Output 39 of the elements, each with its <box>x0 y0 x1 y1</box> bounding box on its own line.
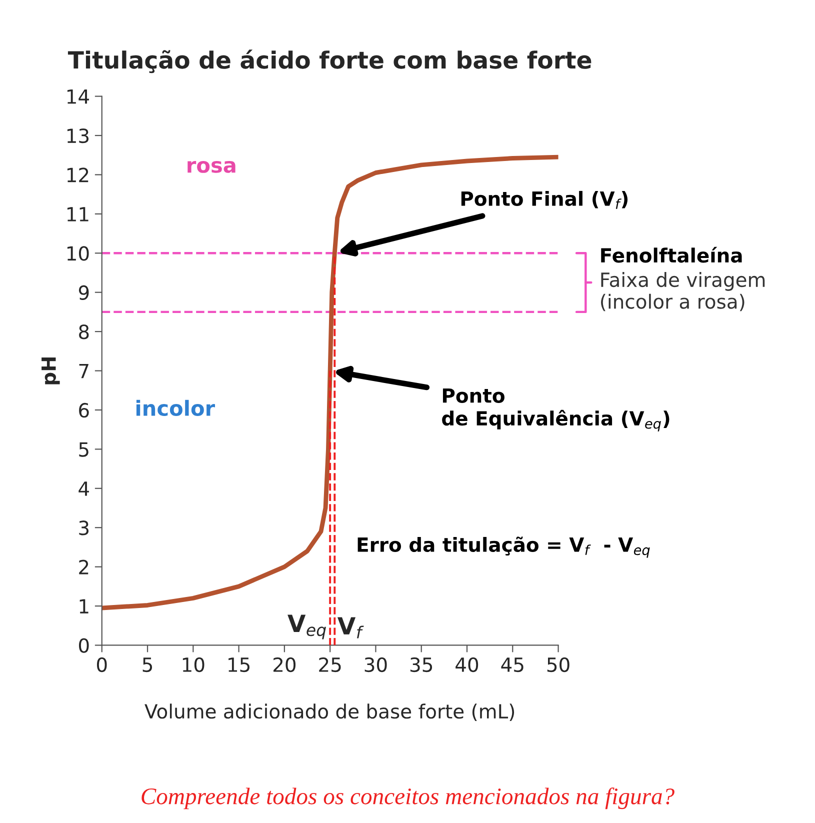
y-axis-title: pH <box>42 357 60 384</box>
y-tick-label: 6 <box>79 402 89 418</box>
x-tick-label: 25 <box>319 657 341 672</box>
x-tick-label: 35 <box>410 657 432 672</box>
x-tick-label: 30 <box>364 657 387 672</box>
y-tick-label: 14 <box>67 90 89 104</box>
y-tick-label: 3 <box>79 520 89 536</box>
y-tick-label: 10 <box>67 246 89 261</box>
annotation: incolor <box>136 400 216 416</box>
y-tick-label: 12 <box>67 168 88 182</box>
ref-line-label: V$_{eq}$ <box>288 614 326 640</box>
x-tick-label: 45 <box>501 658 524 672</box>
y-tick-label: 13 <box>67 128 89 144</box>
annotation: Ponto Final (V$_{f}$) <box>461 190 628 209</box>
x-tick-label: 0 <box>96 657 107 672</box>
y-tick-label: 5 <box>79 442 88 457</box>
x-tick-label: 20 <box>273 657 296 672</box>
x-tick-label: 40 <box>456 657 478 672</box>
y-tick-label: 1 <box>80 599 88 614</box>
chart-title: Titulação de ácido forte com base forte <box>68 50 592 74</box>
x-tick-label: 50 <box>547 657 570 672</box>
y-tick-label: 8 <box>79 324 89 340</box>
y-tick-label: 0 <box>78 638 89 653</box>
text: Faixa de viragem (incolor a rosa) <box>601 272 765 312</box>
annotation: rosa <box>188 160 236 173</box>
y-tick-label: 4 <box>78 482 89 496</box>
y-tick-label: 11 <box>67 207 88 222</box>
text: Compreende todos os conceitos mencionados na figura? <box>142 787 674 810</box>
y-tick-label: 2 <box>79 560 88 574</box>
y-tick-label: 7 <box>79 364 88 378</box>
y-tick-label: 9 <box>78 285 89 300</box>
x-tick-label: 10 <box>182 657 204 672</box>
x-tick-label: 15 <box>228 658 250 672</box>
text: Fenolftaleína <box>601 246 742 263</box>
ref-line-label: V$_{f}$ <box>337 617 364 638</box>
x-tick-label: 5 <box>142 658 152 672</box>
annotation: Erro da titulação = V$_{f}$ - V$_{eq}$ <box>358 536 650 558</box>
x-axis-title: Volume adicionado de base forte (mL) <box>144 704 514 721</box>
annotation: Ponto de Equivalência (V$_{eq}$) <box>442 388 670 432</box>
